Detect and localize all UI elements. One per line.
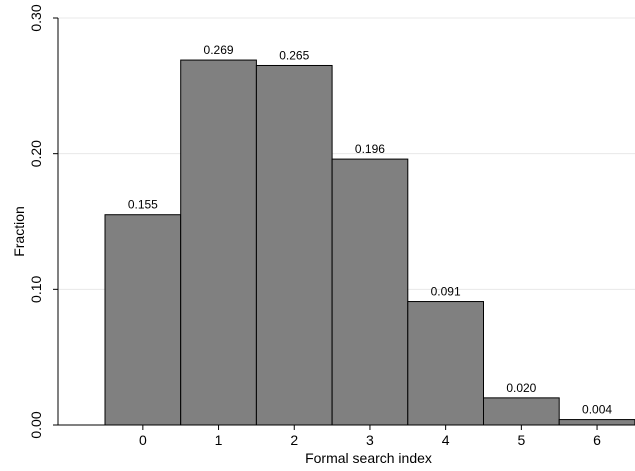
x-tick-label: 5 <box>517 432 525 448</box>
data-label: 0.004 <box>582 403 612 417</box>
y-tick-label: 0.20 <box>28 140 44 167</box>
x-tick-label: 3 <box>366 432 374 448</box>
data-label: 0.196 <box>355 142 385 156</box>
x-tick-label: 6 <box>593 432 601 448</box>
x-tick-label: 4 <box>442 432 450 448</box>
x-ticks: 0 1 2 3 4 5 6 <box>139 425 601 448</box>
bar <box>180 59 257 426</box>
bar <box>558 419 635 426</box>
y-tick-label: 0.10 <box>28 275 44 302</box>
y-ticks: 0.00 0.10 0.20 0.30 <box>28 4 58 439</box>
data-label: 0.091 <box>431 285 461 299</box>
x-tick-label: 0 <box>139 432 147 448</box>
bar <box>331 158 409 426</box>
data-label: 0.020 <box>506 381 536 395</box>
bar <box>104 214 182 426</box>
bar <box>255 64 333 426</box>
y-axis-title: Fraction <box>11 206 27 257</box>
x-axis-title: Formal search index <box>305 450 432 466</box>
data-label: 0.265 <box>279 48 309 62</box>
y-tick-label: 0.30 <box>28 4 44 31</box>
bar <box>407 301 484 426</box>
bars <box>104 59 635 426</box>
data-labels: 0.155 0.269 0.265 0.196 0.091 0.020 0.004 <box>128 43 613 417</box>
data-label: 0.155 <box>128 198 158 212</box>
data-label: 0.269 <box>204 43 234 57</box>
bar <box>483 397 560 426</box>
x-tick-label: 2 <box>290 432 298 448</box>
y-tick-label: 0.00 <box>28 411 44 438</box>
x-tick-label: 1 <box>215 432 223 448</box>
